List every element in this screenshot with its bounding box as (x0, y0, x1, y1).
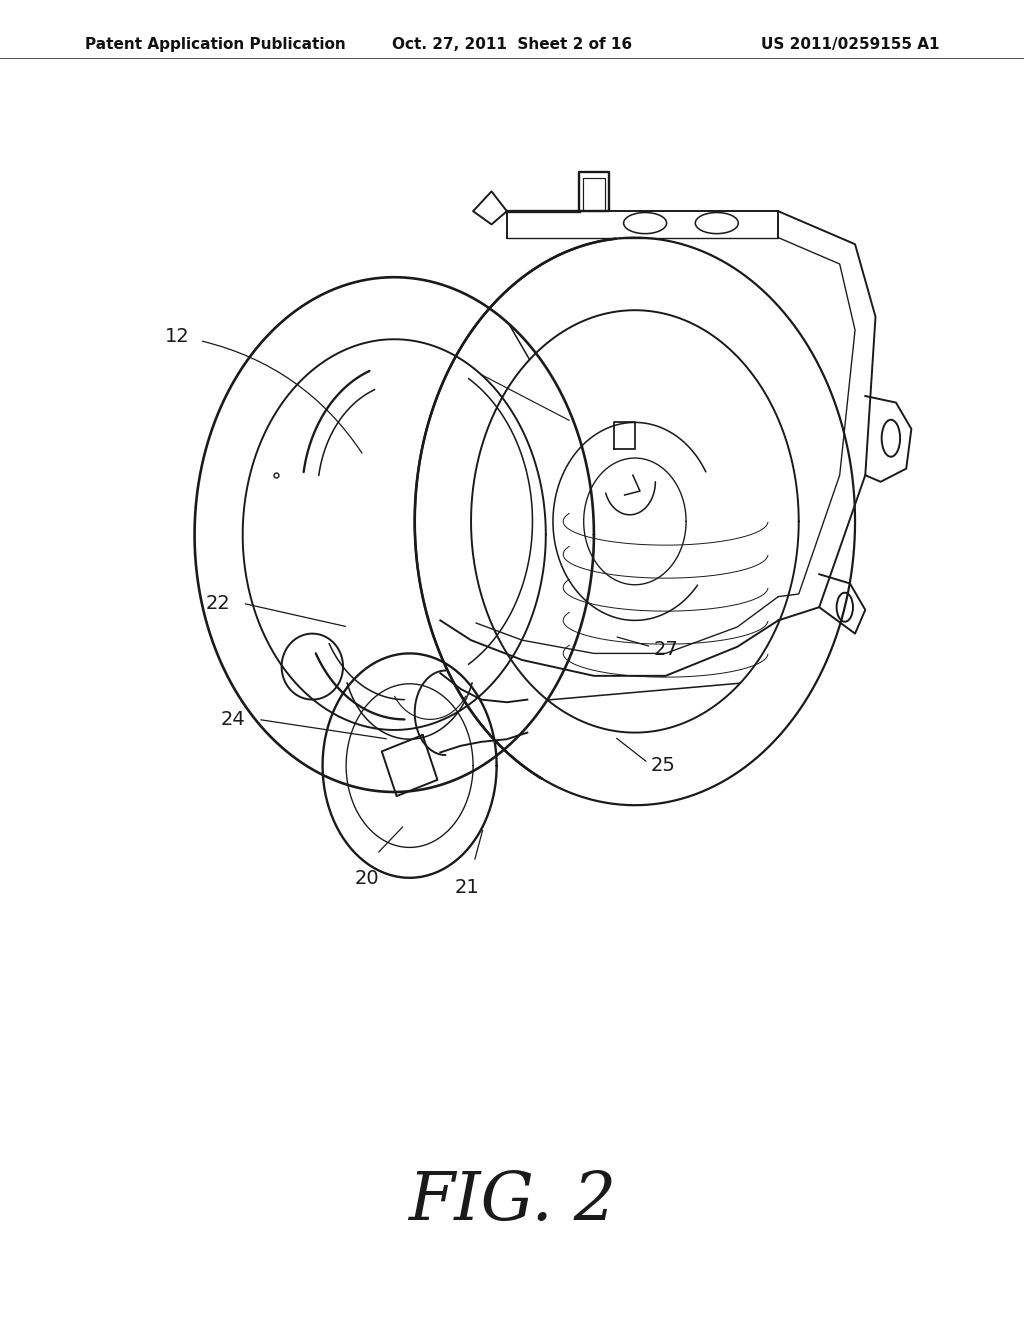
Text: 12: 12 (165, 327, 189, 346)
Text: 24: 24 (221, 710, 246, 729)
Text: 21: 21 (455, 878, 479, 896)
Text: 20: 20 (354, 869, 379, 887)
Text: 22: 22 (206, 594, 230, 612)
Text: 27: 27 (653, 640, 678, 659)
Text: Patent Application Publication: Patent Application Publication (85, 37, 346, 51)
Text: 25: 25 (650, 756, 675, 775)
Text: Oct. 27, 2011  Sheet 2 of 16: Oct. 27, 2011 Sheet 2 of 16 (392, 37, 632, 51)
Text: US 2011/0259155 A1: US 2011/0259155 A1 (761, 37, 939, 51)
Text: FIG. 2: FIG. 2 (408, 1168, 616, 1234)
